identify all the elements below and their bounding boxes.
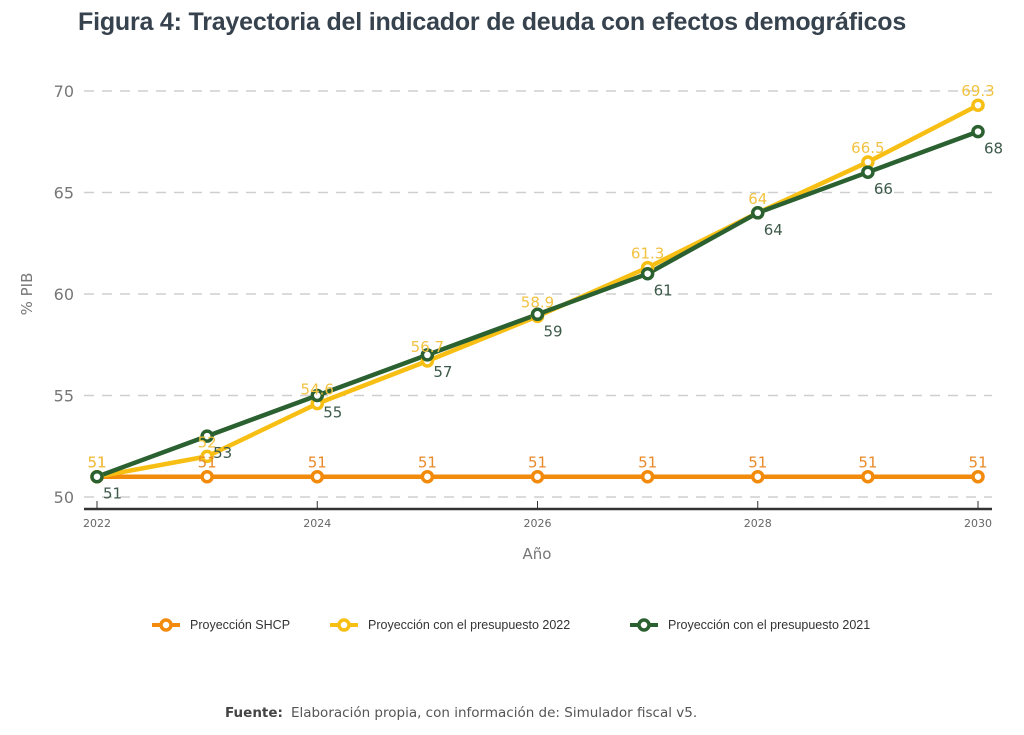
data-label: 53 <box>213 444 232 462</box>
data-point <box>420 348 435 362</box>
data-point <box>971 469 985 484</box>
legend-label: Proyección con el presupuesto 2021 <box>668 618 871 632</box>
data-label: 51 <box>87 454 106 472</box>
source-label: Fuente: <box>225 705 283 721</box>
x-tick-label: 2024 <box>303 517 331 530</box>
source-text: Elaboración propia, con información de: … <box>290 705 698 721</box>
data-label: 51 <box>968 454 987 472</box>
x-axis-label: Año <box>523 545 552 563</box>
legend-label: Proyección SHCP <box>190 618 291 632</box>
x-tick-label: 2030 <box>964 517 992 530</box>
data-label: 55 <box>323 404 342 422</box>
data-point <box>861 469 875 484</box>
data-label: 51 <box>528 454 547 472</box>
data-point <box>751 206 765 220</box>
y-tick-label: 60 <box>54 285 74 304</box>
data-label: 61 <box>654 282 673 300</box>
data-label: 68 <box>984 140 1003 158</box>
data-label: 59 <box>544 322 563 340</box>
data-point <box>530 469 545 484</box>
legend-item-presupuesto-2021[interactable]: Proyección con el presupuesto 2021 <box>630 617 870 633</box>
x-axis: 2022 2024 2026 2028 2030 <box>83 501 992 530</box>
legend-marker-icon <box>152 618 180 632</box>
legend-label: Proyección con el presupuesto 2022 <box>368 618 571 632</box>
data-label: 51 <box>638 454 657 472</box>
data-point <box>971 98 985 112</box>
data-point <box>971 124 985 139</box>
data-label: 69.3 <box>961 82 994 100</box>
data-point <box>200 469 214 484</box>
x-tick-label: 2022 <box>83 517 111 530</box>
data-point <box>640 469 655 484</box>
data-label: 51 <box>87 454 106 472</box>
data-label: 66 <box>874 180 893 198</box>
data-label: 57 <box>433 363 452 381</box>
data-point <box>640 266 655 281</box>
data-point <box>861 165 875 179</box>
data-point <box>200 449 214 464</box>
data-label: 61.3 <box>631 245 664 263</box>
legend: Proyección SHCP Proyección con el presup… <box>0 617 1024 639</box>
data-label: 51 <box>748 454 767 472</box>
data-point <box>310 469 324 484</box>
series-lines <box>96 103 980 479</box>
source-note: Fuente: Elaboración propia, con informaci… <box>225 705 697 721</box>
data-point <box>530 307 545 322</box>
y-tick-label: 70 <box>54 82 74 101</box>
legend-marker-icon <box>630 618 658 632</box>
gridlines <box>84 90 992 498</box>
y-axis-ticks: 50 55 60 65 70 <box>54 82 74 507</box>
data-labels: 51 51 51 51 51 51 51 51 51 51 52 54.6 56.7 58.9 61.3 64… <box>87 82 1003 502</box>
data-label: 56.7 <box>411 338 444 356</box>
data-label: 54.6 <box>301 381 334 399</box>
data-point <box>751 469 765 484</box>
x-tick-label: 2028 <box>744 517 772 530</box>
series-points <box>90 98 985 484</box>
series-line <box>96 103 980 479</box>
legend-item-presupuesto-2022[interactable]: Proyección con el presupuesto 2022 <box>330 617 570 633</box>
legend-marker-icon <box>330 618 358 632</box>
data-label: 51 <box>103 485 122 503</box>
chart-title: Figura 4: Trayectoria del indicador de d… <box>78 8 907 36</box>
y-tick-label: 65 <box>54 184 74 203</box>
data-label: 64 <box>764 221 783 239</box>
data-point <box>200 429 214 443</box>
y-axis-label: % PIB <box>18 273 36 316</box>
data-label: 58.9 <box>521 293 554 311</box>
legend-item-shcp[interactable]: Proyección SHCP <box>152 617 290 633</box>
x-tick-label: 2026 <box>524 517 552 530</box>
data-label: 51 <box>198 454 217 472</box>
data-label: 66.5 <box>851 139 884 157</box>
data-label: 52 <box>198 433 217 451</box>
data-point <box>90 469 104 484</box>
y-tick-label: 50 <box>54 488 74 507</box>
y-tick-label: 55 <box>54 387 74 406</box>
data-label: 51 <box>418 454 437 472</box>
data-label: 64 <box>748 190 767 208</box>
data-point <box>420 469 435 484</box>
data-point <box>310 388 324 403</box>
data-label: 51 <box>858 454 877 472</box>
data-label: 51 <box>308 454 327 472</box>
